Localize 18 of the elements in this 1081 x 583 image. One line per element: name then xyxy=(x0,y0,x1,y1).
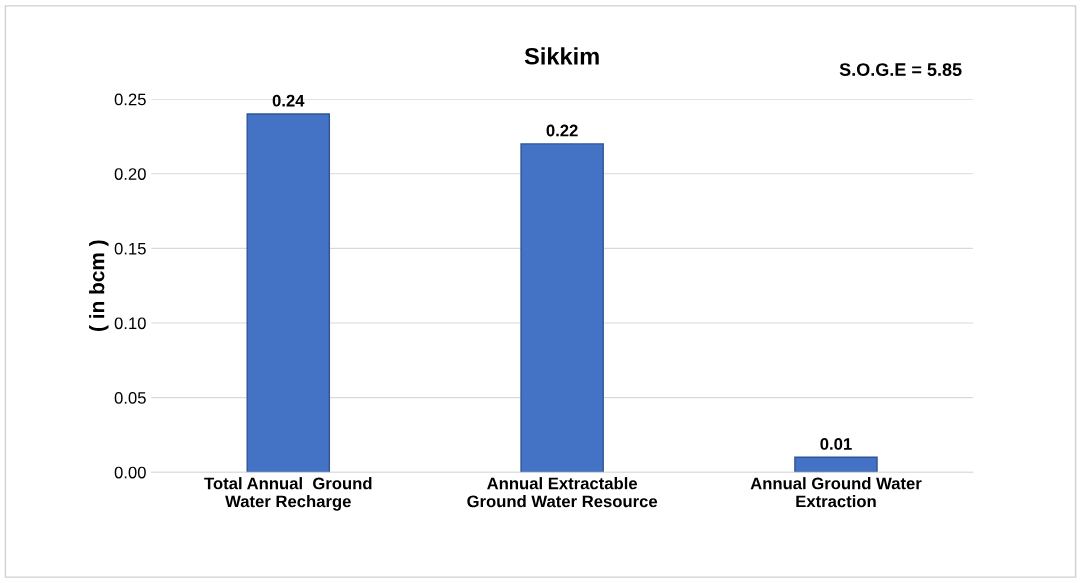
data-label: 0.22 xyxy=(546,124,578,137)
x-tick-label: Total Annual Ground Water Recharge xyxy=(204,477,372,511)
data-label: 0.24 xyxy=(272,94,305,107)
y-tick-label: 0.00 xyxy=(114,466,146,479)
y-axis-title: ( in bcm ) xyxy=(89,240,109,331)
text: S.O.G.E = 5.85 xyxy=(839,63,962,76)
x-tick-label: Annual Ground Water Extraction xyxy=(750,477,922,508)
chart-title: Sikkim xyxy=(524,47,599,65)
bar xyxy=(794,456,878,473)
data-label: 0.01 xyxy=(820,438,852,450)
x-tick-label: Annual Extractable Ground Water Resource xyxy=(467,477,658,508)
y-tick-label: 0.05 xyxy=(114,392,146,404)
bar xyxy=(246,113,331,473)
y-tick-label: 0.15 xyxy=(114,242,146,255)
bar xyxy=(520,143,604,473)
y-tick-label: 0.20 xyxy=(114,168,146,180)
y-tick-label: 0.10 xyxy=(114,317,146,330)
y-tick-label: 0.25 xyxy=(114,93,146,106)
